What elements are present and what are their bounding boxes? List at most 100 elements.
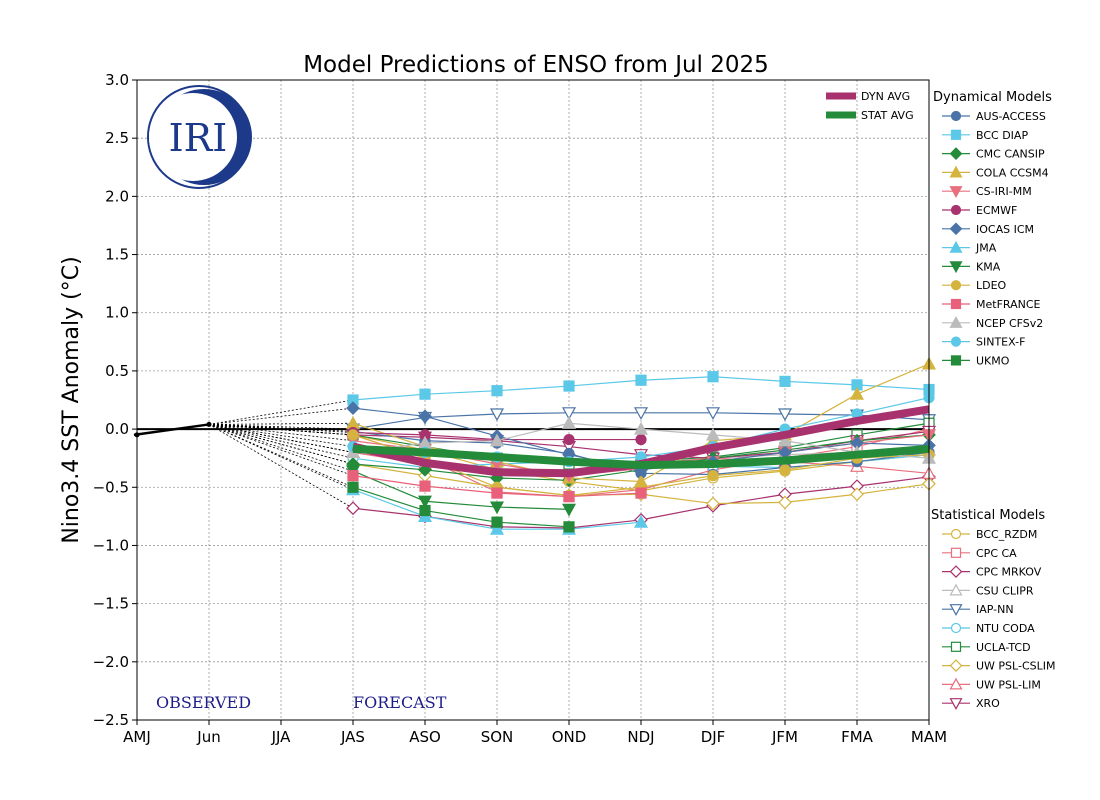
legend-label-cpc-ca: CPC CA [976, 547, 1017, 560]
connector-cola-ccsm4 [208, 422, 354, 425]
legend-label-ncep-cfsv2: NCEP CFSv2 [976, 317, 1043, 330]
point-bcc-diap [563, 380, 575, 392]
legend-label-iocas-icm: IOCAS ICM [976, 223, 1034, 236]
legend-label-ecmwf: ECMWF [976, 204, 1017, 217]
y-tick-label: 1.5 [105, 246, 129, 264]
point-iap-nn [489, 408, 505, 422]
legend-label-ucla-tcd: UCLA-TCD [976, 641, 1031, 654]
point-kma [561, 503, 577, 517]
point-bcc-diap [635, 374, 647, 386]
x-tick-label: NDJ [627, 728, 654, 746]
legend-marker-uw-psl-cslim [949, 659, 963, 672]
point-bcc-diap [491, 385, 503, 397]
legend-marker-cola-ccsm4 [949, 165, 963, 178]
point-uw-psl-cslim [850, 487, 864, 502]
point-uw-psl-cslim [706, 496, 720, 511]
legend-marker-cpc-ca [950, 547, 962, 558]
legend-marker-iap-nn [949, 604, 963, 616]
y-tick-label: −1.0 [93, 536, 129, 554]
legend-label-uw-psl-cslim: UW PSL-CSLIM [976, 660, 1055, 673]
legend-label-xro: XRO [976, 697, 1000, 710]
point-iap-nn [633, 407, 649, 421]
forecast-label: FORECAST [353, 693, 447, 712]
y-tick-label: 0.5 [105, 362, 129, 380]
legend-marker-metfrance [950, 298, 962, 310]
point-iap-nn [705, 407, 721, 421]
x-tick-label: OND [552, 728, 587, 746]
point-ncep-cfsv2 [777, 433, 793, 447]
legend-label-cmc-cansip: CMC CANSIP [976, 148, 1045, 161]
point-ldeo [779, 464, 791, 476]
legend-label-cs-iri-mm: CS-IRI-MM [976, 185, 1032, 198]
y-tick-label: 2.0 [105, 187, 129, 205]
legend-label-bcc-rzdm: BCC_RZDM [976, 528, 1037, 541]
statistical-legend: Statistical Models BCC_RZDM CPC CA CPC MRK… [931, 508, 1055, 710]
x-tick-label: SON [481, 728, 514, 746]
y-tick-label: −0.5 [93, 478, 129, 496]
legend-label-cpc-mrkov: CPC MRKOV [976, 566, 1042, 579]
y-tick-label: 3.0 [105, 71, 129, 89]
point-bcc-diap [779, 375, 791, 387]
point-iocas-icm [418, 409, 432, 424]
observed-line [133, 423, 210, 437]
grid [137, 80, 929, 720]
series-metfrance [347, 470, 647, 503]
x-tick-label: FMA [841, 728, 874, 746]
chart-title: Model Predictions of ENSO from Jul 2025 [303, 52, 769, 78]
legend-label-csu-clipr: CSU CLIPR [976, 584, 1034, 597]
legend-marker-xro [949, 698, 963, 710]
point-iap-nn [561, 407, 577, 421]
x-tick-label: JAS [340, 728, 365, 746]
connector-kma [208, 424, 354, 472]
legend-label-aus-access: AUS-ACCESS [976, 110, 1046, 123]
point-uw-psl-cslim [778, 495, 792, 510]
axes: AMJ Jun JJA JAS ASO SON OND NDJ DJF JFM FMA MAM −2.5… [93, 71, 948, 746]
x-tick-label: Jun [196, 728, 220, 746]
observed-point [206, 421, 212, 427]
y-axis-label: Nino3.4 SST Anomaly (°C) [59, 256, 84, 543]
legend-label-ukmo: UKMO [976, 354, 1010, 367]
legend-marker-ntu-coda [950, 622, 962, 634]
legend-marker-ecmwf [950, 204, 962, 216]
legend-label-metfrance: MetFRANCE [976, 298, 1041, 311]
legend-marker-bcc-diap [950, 129, 962, 140]
point-ukmo [491, 516, 503, 528]
observed-label: OBSERVED [156, 693, 251, 712]
legend-marker-kma [949, 261, 963, 274]
point-iocas-icm [346, 401, 360, 415]
dynamical-legend: Dynamical Models AUS-ACCESS BCC DIAP CMC C… [933, 90, 1052, 367]
legend-label-ntu-coda: NTU CODA [976, 622, 1035, 635]
point-cpc-mrkov [346, 501, 360, 516]
x-tick-label: AMJ [123, 728, 151, 746]
legend-label-kma: KMA [976, 260, 1001, 273]
point-ldeo [347, 429, 359, 441]
legend-marker-uw-psl-lim [949, 677, 963, 690]
dynamical-legend-title: Dynamical Models [933, 90, 1052, 105]
connector-iocas-icm [208, 407, 354, 425]
line-ukmo [352, 486, 570, 528]
point-ecmwf [563, 433, 575, 446]
x-tick-label: JJA [271, 728, 292, 746]
iri-logo-text: IRI [169, 116, 228, 160]
point-ncep-cfsv2 [561, 416, 577, 429]
point-ukmo [419, 504, 431, 517]
legend-marker-csu-clipr [949, 583, 963, 596]
legend-label-ldeo: LDEO [976, 279, 1007, 292]
point-jma [489, 521, 505, 535]
line-stat-avg [352, 444, 930, 470]
connector-uw-psl-cslim [208, 424, 354, 465]
point-ecmwf [635, 433, 647, 446]
point-metfrance [347, 470, 359, 482]
point-ukmo [347, 481, 359, 493]
connector-metfrance [208, 424, 354, 477]
legend-label-sintex-f: SINTEX-F [976, 336, 1025, 349]
line-kma [352, 470, 570, 510]
point-metfrance [635, 487, 647, 499]
legend-label-jma: JMA [975, 242, 997, 255]
legend-marker-sintex-f [950, 336, 962, 347]
legend-marker-cmc-cansip [949, 147, 963, 160]
point-cola-ccsm4 [849, 386, 865, 400]
legend-label-iap-nn: IAP-NN [976, 603, 1014, 616]
point-ncep-cfsv2 [489, 433, 505, 447]
point-ncep-cfsv2 [705, 427, 721, 441]
